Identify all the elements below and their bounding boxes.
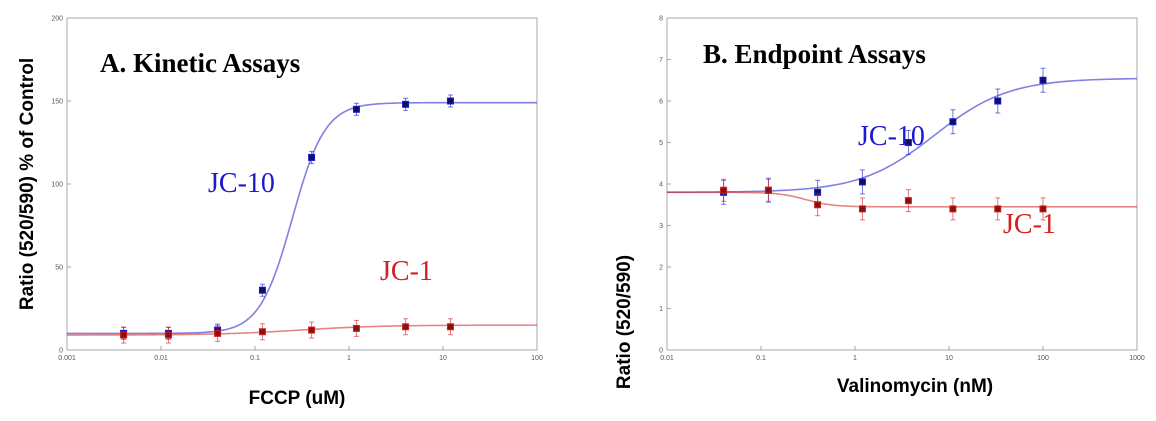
data-point-jc-1 [164, 331, 172, 339]
y-tick-label: 200 [51, 16, 63, 23]
panel-b-label-jc10: JC-10 [858, 121, 925, 152]
x-tick-label: 1 [347, 355, 351, 362]
data-point-jc-1 [1039, 205, 1047, 213]
panel-b-fit-curves [666, 77, 1138, 208]
fit-curve-jc-1 [667, 191, 1137, 208]
y-tick-label: 8 [659, 16, 663, 23]
panel-b: 0.01 0.1 1 10 100 1000 0 1 2 3 4 5 6 7 8 B. Endpoint A… [614, 16, 1145, 398]
data-point-jc-1 [402, 323, 410, 331]
panel-b-y-axis-title: Ratio (520/590) [614, 255, 635, 389]
panel-a-title: A. Kinetic Assays [100, 48, 300, 78]
data-point-jc-1 [949, 205, 957, 213]
panel-b-ticks: 0.01 0.1 1 10 100 1000 0 1 2 3 4 5 6 7 8 [659, 16, 1145, 363]
panel-a-fit-curves [66, 101, 537, 336]
y-tick-label: 5 [659, 140, 663, 147]
data-point-jc-1 [214, 329, 222, 337]
data-point-jc-1 [258, 328, 266, 336]
data-point-jc-10 [402, 100, 410, 108]
panel-b-title: B. Endpoint Assays [703, 39, 926, 69]
x-tick-label: 1000 [1129, 355, 1145, 362]
x-tick-label: 0.1 [756, 355, 766, 362]
data-point-jc-1 [814, 201, 822, 209]
panel-b-x-axis-title: Valinomycin (nM) [837, 376, 993, 397]
data-point-jc-1 [904, 197, 912, 205]
x-tick-label: 0.01 [660, 355, 674, 362]
data-point-jc-1 [858, 205, 866, 213]
panel-a-x-axis-title: FCCP (uM) [249, 388, 346, 409]
y-tick-label: 6 [659, 99, 663, 106]
panel-a-label-jc1: JC-1 [380, 256, 433, 287]
y-tick-label: 150 [51, 99, 63, 106]
y-tick-label: 50 [55, 265, 63, 272]
data-point-jc-1 [120, 331, 128, 339]
x-tick-label: 0.001 [58, 355, 76, 362]
data-point-jc-1 [446, 323, 454, 331]
x-tick-label: 0.1 [250, 355, 260, 362]
y-tick-label: 1 [659, 306, 663, 313]
data-point-jc-10 [949, 118, 957, 126]
data-point-jc-10 [446, 97, 454, 105]
data-point-jc-10 [858, 178, 866, 186]
x-tick-label: 10 [439, 355, 447, 362]
fit-curve-jc-10 [67, 101, 537, 335]
y-tick-label: 100 [51, 182, 63, 189]
data-point-jc-1 [764, 186, 772, 194]
panel-b-label-jc1: JC-1 [1003, 209, 1056, 240]
data-point-jc-10 [258, 286, 266, 294]
data-point-jc-10 [308, 153, 316, 161]
x-tick-label: 100 [1037, 355, 1049, 362]
data-point-jc-1 [994, 205, 1002, 213]
x-tick-label: 0.01 [154, 355, 168, 362]
panel-b-data-points [720, 67, 1047, 221]
panel-a-y-axis-title: Ratio (520/590) % of Control [17, 58, 38, 310]
x-tick-label: 100 [531, 355, 543, 362]
y-tick-label: 2 [659, 265, 663, 272]
y-tick-label: 0 [659, 348, 663, 355]
data-point-jc-10 [1039, 76, 1047, 84]
panel-a-data-points [120, 94, 454, 344]
panel-a-label-jc10: JC-10 [208, 168, 275, 199]
x-tick-label: 1 [853, 355, 857, 362]
data-point-jc-10 [904, 139, 912, 146]
panel-a: 0.001 0.01 0.1 1 10 100 0 50 100 150 200 A. Kineti… [17, 16, 543, 410]
data-point-jc-10 [994, 97, 1002, 105]
fit-curve-jc-10 [666, 77, 1138, 194]
y-tick-label: 7 [659, 57, 663, 64]
fit-curve-jc-1 [66, 324, 537, 336]
panel-a-ticks: 0.001 0.01 0.1 1 10 100 0 50 100 150 200 [51, 16, 543, 363]
y-tick-label: 4 [659, 182, 663, 189]
x-tick-label: 10 [945, 355, 953, 362]
data-point-jc-1 [720, 186, 728, 194]
data-point-jc-1 [352, 324, 360, 332]
y-tick-label: 0 [59, 348, 63, 355]
data-point-jc-10 [352, 105, 360, 113]
data-point-jc-1 [308, 326, 316, 334]
y-tick-label: 3 [659, 223, 663, 230]
